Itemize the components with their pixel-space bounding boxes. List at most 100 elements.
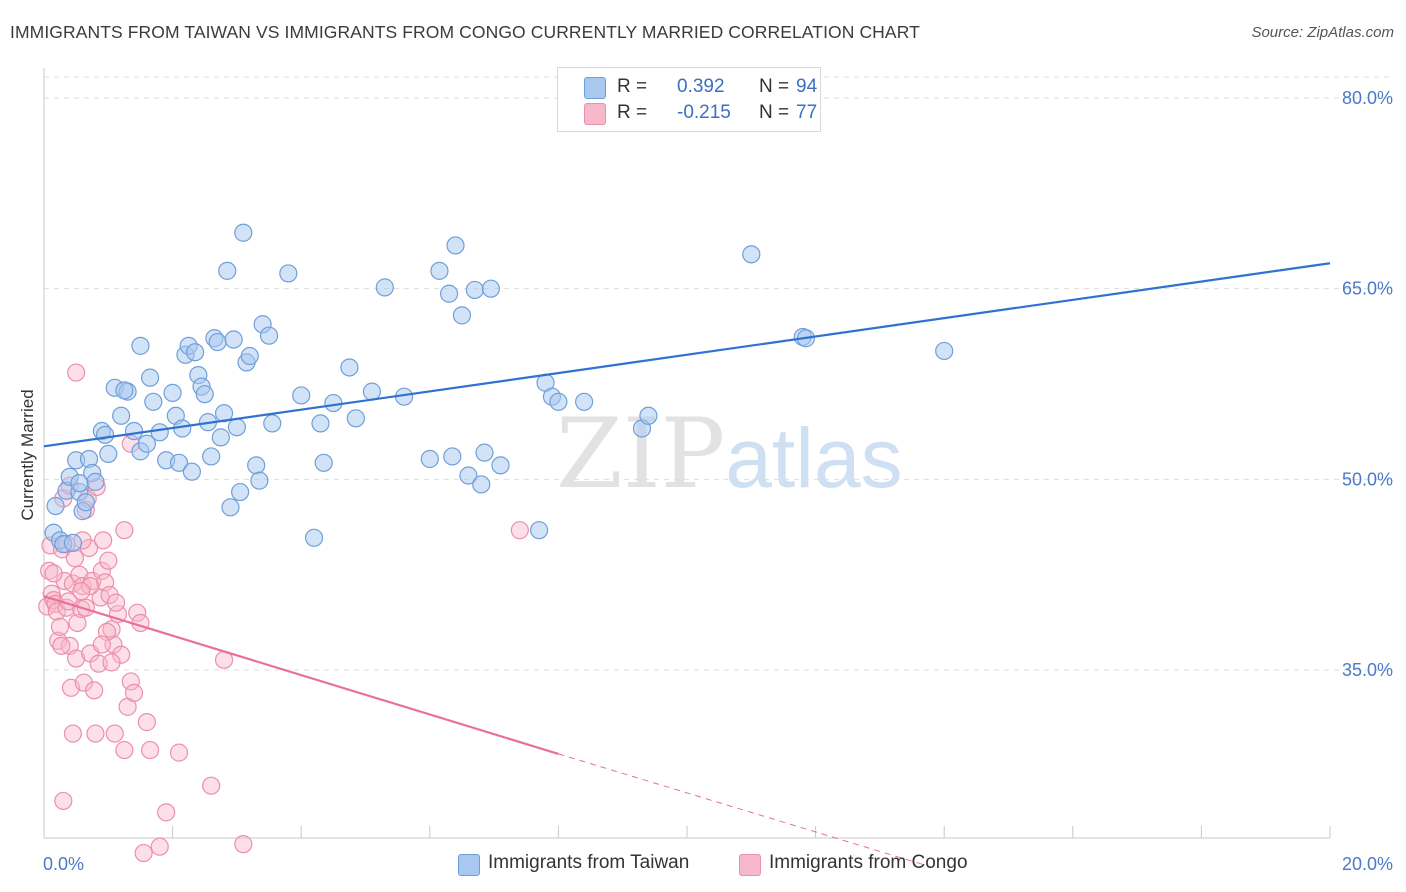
congo-swatch [584, 103, 606, 125]
taiwan-point [115, 381, 134, 400]
taiwan-point [208, 332, 227, 352]
taiwan-point [247, 456, 266, 475]
taiwan-point [549, 392, 568, 411]
taiwan-r-label: R = [617, 76, 648, 97]
taiwan-point [76, 493, 95, 512]
taiwan-point [140, 368, 160, 387]
congo-point [52, 636, 71, 655]
taiwan-point [324, 393, 343, 413]
taiwan-point [420, 449, 439, 469]
taiwan-point [459, 466, 478, 485]
taiwan-point [70, 474, 89, 493]
taiwan-r-value: 0.392 [677, 76, 725, 97]
congo-point [137, 713, 156, 732]
congo-points [38, 363, 529, 863]
axis-labels: 35.0% 50.0% 65.0% 80.0% 0.0% 20.0% Currently M… [18, 88, 1393, 874]
taiwan-point [292, 386, 311, 405]
congo-point [140, 740, 160, 760]
taiwan-point [240, 346, 259, 366]
congo-point [121, 672, 140, 691]
taiwan-point [250, 471, 269, 490]
chart-title: IMMIGRANTS FROM TAIWAN VS IMMIGRANTS FRO… [10, 22, 920, 42]
taiwan-point [112, 406, 131, 425]
taiwan-point [86, 472, 105, 491]
taiwan-point [530, 521, 549, 540]
taiwan-point [163, 383, 182, 402]
taiwan-point [935, 341, 954, 361]
taiwan-swatch [584, 77, 606, 99]
taiwan-legend-label: Immigrants from Taiwan [488, 852, 690, 873]
congo-point [54, 791, 73, 811]
taiwan-point [375, 278, 394, 297]
taiwan-point [211, 428, 230, 447]
taiwan-point [639, 406, 658, 425]
taiwan-point [231, 482, 250, 502]
congo-point [76, 598, 95, 617]
y-axis-title: Currently Married [18, 389, 37, 520]
congo-point [102, 653, 121, 672]
congo-point [44, 564, 63, 583]
taiwan-points [44, 223, 954, 554]
congo-point [47, 602, 66, 621]
congo-point [124, 683, 144, 702]
congo-point [49, 631, 68, 650]
taiwan-point [430, 261, 449, 280]
x-tick-label-max: 20.0% [1342, 854, 1393, 874]
taiwan-point [144, 392, 163, 411]
watermark-atlas: atlas [725, 411, 903, 505]
congo-point [134, 843, 153, 863]
congo-point [157, 803, 176, 822]
taiwan-point [131, 336, 150, 355]
congo-point [106, 593, 126, 612]
congo-point [92, 561, 111, 580]
congo-r-value: -0.215 [677, 102, 731, 123]
taiwan-point [340, 358, 359, 377]
y-tick-label: 35.0% [1342, 660, 1393, 680]
taiwan-point [124, 421, 144, 441]
taiwan-point [362, 382, 382, 401]
congo-point [115, 740, 134, 760]
grid-lines [44, 76, 1392, 671]
taiwan-point [314, 453, 333, 472]
congo-n-label: N = [759, 102, 790, 123]
taiwan-point [234, 223, 253, 242]
taiwan-point [46, 496, 65, 516]
taiwan-point [439, 284, 459, 303]
congo-point [86, 724, 105, 743]
taiwan-point [137, 434, 156, 453]
taiwan-point [150, 423, 169, 442]
taiwan-point [99, 444, 118, 464]
taiwan-point [446, 236, 465, 255]
congo-point [68, 613, 87, 633]
congo-r-label: R = [617, 102, 648, 123]
taiwan-point [224, 330, 243, 349]
y-tick-label: 50.0% [1342, 469, 1393, 489]
taiwan-legend-swatch [458, 854, 480, 876]
congo-point [510, 521, 529, 540]
congo-point [169, 743, 189, 762]
congo-trend-line [43, 595, 559, 755]
axes [43, 68, 1331, 839]
taiwan-point [443, 447, 462, 466]
taiwan-point [186, 343, 205, 362]
taiwan-point [263, 414, 282, 433]
congo-trend-extension [558, 753, 932, 868]
congo-point [99, 551, 118, 570]
taiwan-point [169, 453, 189, 472]
taiwan-trend-line [43, 262, 1331, 448]
congo-point [94, 531, 113, 550]
congo-n-value: 77 [796, 102, 818, 123]
taiwan-point [472, 475, 491, 494]
congo-point [234, 835, 253, 854]
taiwan-point [259, 326, 279, 345]
taiwan-point [202, 447, 221, 466]
taiwan-point [742, 245, 761, 264]
congo-point [74, 673, 93, 692]
taiwan-point [575, 392, 594, 411]
congo-point [67, 649, 86, 668]
taiwan-point [491, 456, 510, 475]
congo-point [150, 837, 169, 856]
congo-point [81, 577, 100, 596]
series-legend: Immigrants from Taiwan Immigrants from C… [0, 852, 1406, 878]
